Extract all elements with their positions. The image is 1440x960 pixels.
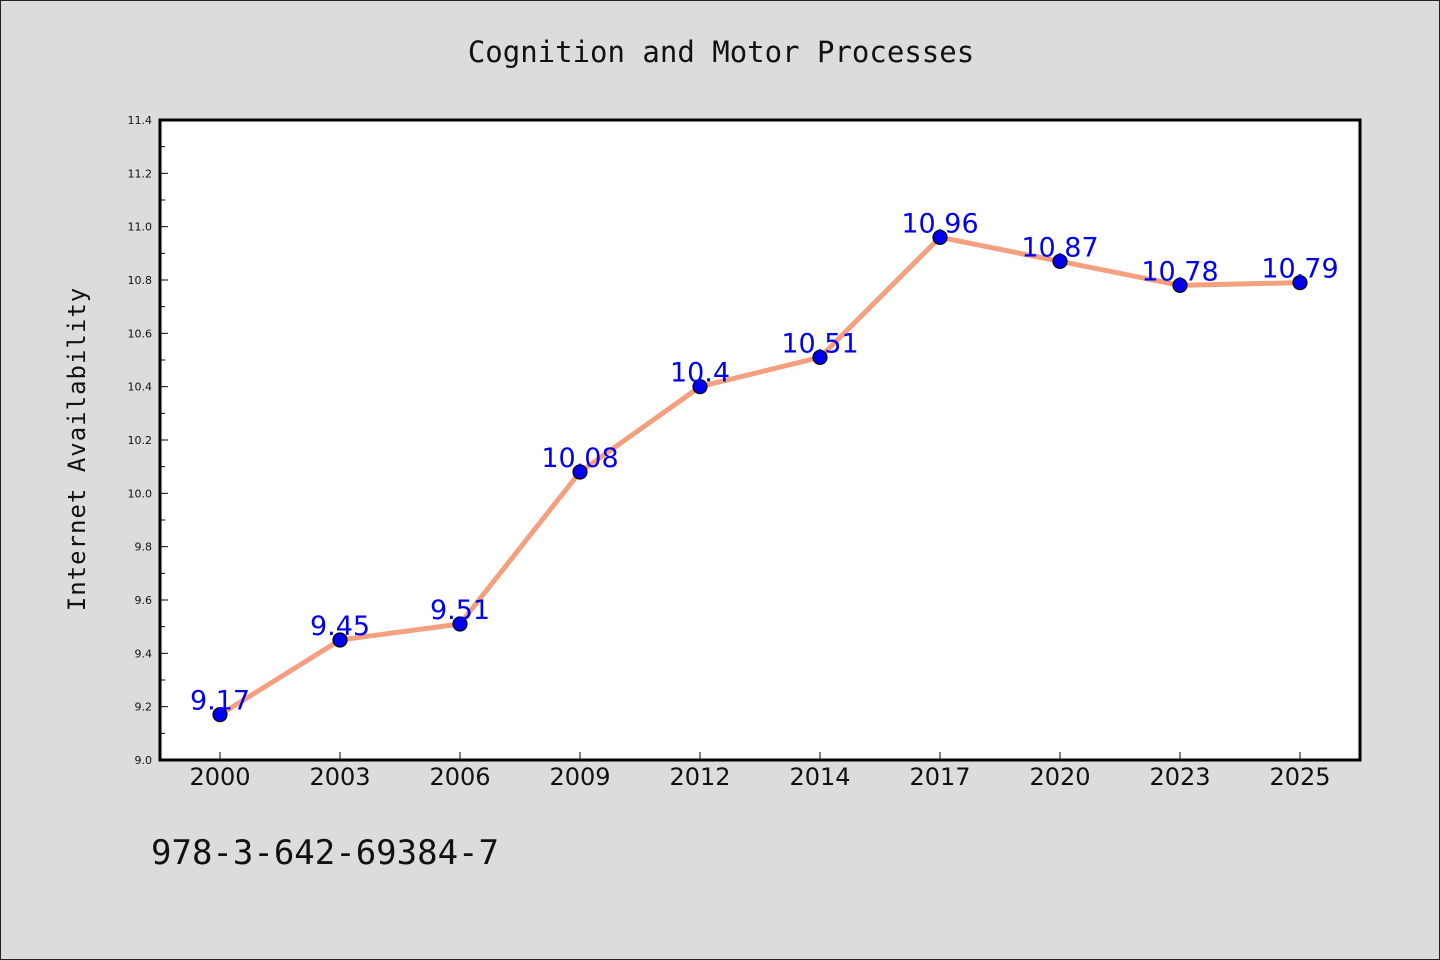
plot-area [160, 120, 1360, 760]
data-labels: 9.17 9.45 9.51 10.08 10.4 10.51 10.96 10.87 10.7… [190, 208, 1339, 716]
x-tick-label: 2009 [549, 763, 610, 791]
data-label: 9.17 [190, 686, 250, 717]
y-tick-label: 9.8 [135, 541, 153, 554]
data-label: 10.51 [781, 328, 858, 359]
x-tick-label: 2000 [189, 763, 250, 791]
chart-title: Cognition and Motor Processes [467, 35, 975, 69]
x-axis-ticks: 2000 2003 2006 2009 2012 2014 2017 2020 2023 2025 [189, 752, 1331, 791]
y-tick-label: 11.0 [128, 221, 153, 234]
data-label: 10.79 [1261, 254, 1338, 285]
y-tick-label: 10.0 [128, 487, 153, 500]
data-point [1292, 275, 1308, 291]
y-tick-label: 9.4 [135, 647, 153, 660]
data-point [692, 379, 708, 395]
y-tick-label: 9.6 [135, 594, 153, 607]
x-tick-label: 2023 [1149, 763, 1210, 791]
data-point [1052, 253, 1068, 269]
data-point [1172, 277, 1188, 293]
y-tick-label: 10.4 [128, 381, 153, 394]
x-tick-label: 2025 [1269, 763, 1330, 791]
y-tick-label: 11.2 [128, 167, 153, 180]
y-axis-ticks: 9.0 9.2 9.4 9.6 9.8 10.0 10.2 10.4 10.6 10.8 11.0 1… [128, 114, 168, 767]
x-tick-label: 2006 [429, 763, 490, 791]
x-tick-label: 2003 [309, 763, 370, 791]
data-label: 10.78 [1141, 256, 1218, 287]
data-point [452, 616, 468, 632]
y-tick-label: 10.2 [128, 434, 153, 447]
x-tick-label: 2012 [669, 763, 730, 791]
y-tick-label: 9.0 [135, 754, 153, 767]
y-tick-label: 11.4 [128, 114, 153, 127]
data-label: 10.08 [541, 443, 618, 474]
y-tick-label: 10.6 [128, 327, 153, 340]
data-point [212, 707, 228, 723]
data-point [572, 464, 588, 480]
x-tick-label: 2017 [909, 763, 970, 791]
plot-border [158, 118, 1362, 762]
data-label: 9.51 [430, 595, 490, 626]
series-line [218, 234, 1301, 717]
data-point [332, 632, 348, 648]
data-label: 9.45 [310, 611, 370, 642]
isbn-footnote: 978-3-642-69384-7 [151, 833, 499, 873]
data-point [932, 229, 948, 245]
x-tick-label: 2014 [789, 763, 850, 791]
data-point [812, 349, 828, 365]
y-tick-label: 9.2 [135, 701, 153, 714]
data-points [212, 229, 1308, 723]
x-tick-label: 2020 [1029, 763, 1090, 791]
data-label: 10.96 [901, 208, 978, 239]
data-label: 10.87 [1021, 232, 1098, 263]
data-label: 10.4 [670, 358, 730, 389]
y-tick-label: 10.8 [128, 274, 153, 287]
